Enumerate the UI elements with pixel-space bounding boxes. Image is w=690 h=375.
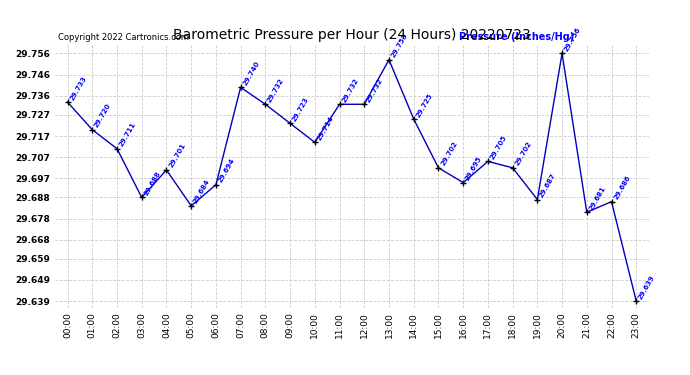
Text: 29.681: 29.681 <box>588 185 607 211</box>
Text: 29.705: 29.705 <box>489 134 508 160</box>
Text: 29.732: 29.732 <box>366 77 384 103</box>
Text: 29.732: 29.732 <box>341 77 359 103</box>
Text: 29.695: 29.695 <box>464 155 483 182</box>
Text: 29.714: 29.714 <box>316 115 335 141</box>
Text: 29.688: 29.688 <box>143 170 161 196</box>
Text: 29.639: 29.639 <box>638 274 656 300</box>
Text: 29.694: 29.694 <box>217 157 236 184</box>
Text: 29.756: 29.756 <box>563 26 582 53</box>
Text: 29.702: 29.702 <box>440 141 458 167</box>
Text: Pressure (Inches/Hg): Pressure (Inches/Hg) <box>459 32 574 42</box>
Text: 29.733: 29.733 <box>69 75 88 101</box>
Title: Barometric Pressure per Hour (24 Hours) 20220723: Barometric Pressure per Hour (24 Hours) … <box>173 28 531 42</box>
Text: 29.725: 29.725 <box>415 92 433 118</box>
Text: 29.684: 29.684 <box>193 178 211 205</box>
Text: 29.740: 29.740 <box>242 60 261 86</box>
Text: 29.702: 29.702 <box>514 141 533 167</box>
Text: Copyright 2022 Cartronics.com: Copyright 2022 Cartronics.com <box>58 33 189 42</box>
Text: 29.753: 29.753 <box>391 33 409 59</box>
Text: 29.687: 29.687 <box>539 172 558 198</box>
Text: 29.686: 29.686 <box>613 174 631 201</box>
Text: 29.701: 29.701 <box>168 142 186 169</box>
Text: 29.732: 29.732 <box>266 77 285 103</box>
Text: 29.711: 29.711 <box>118 121 137 148</box>
Text: 29.723: 29.723 <box>291 96 310 122</box>
Text: 29.720: 29.720 <box>94 102 112 129</box>
